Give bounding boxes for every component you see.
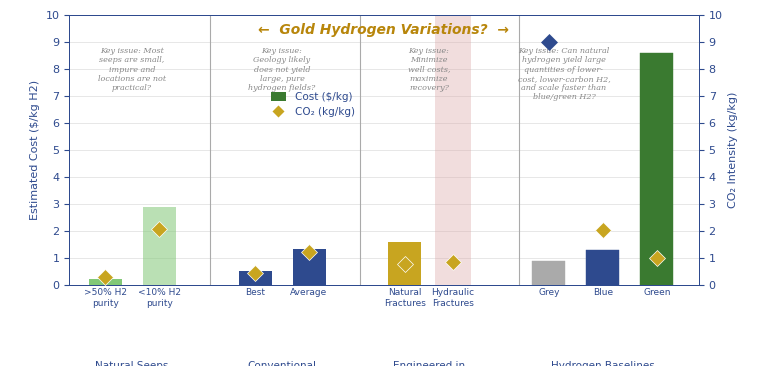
Text: Key issue:
Geology likely
does not yield
large, pure
hydrogen fields?: Key issue: Geology likely does not yield… (248, 47, 316, 92)
Bar (641, 53, 674, 285)
Bar (532, 261, 565, 285)
Text: Engineered in
Peridotites: Engineered in Peridotites (393, 361, 465, 366)
Y-axis label: Estimated Cost ($/kg H2): Estimated Cost ($/kg H2) (30, 80, 40, 220)
Bar (435, 15, 471, 285)
Text: Key issue: Can natural
hydrogen yield large
quantities of lower-
cost, lower-car: Key issue: Can natural hydrogen yield la… (518, 47, 611, 101)
Bar (143, 207, 176, 285)
Legend: Cost ($/kg), CO₂ (kg/kg): Cost ($/kg), CO₂ (kg/kg) (266, 87, 359, 122)
Text: Key issue:
Minimize
well costs,
maximize
recovery?: Key issue: Minimize well costs, maximize… (408, 47, 450, 92)
Bar (293, 249, 326, 285)
Text: Key issue: Most
seeps are small,
impure and
locations are not
practical?: Key issue: Most seeps are small, impure … (98, 47, 166, 92)
Text: Natural Seeps: Natural Seeps (95, 361, 169, 366)
Bar (88, 279, 121, 285)
Text: Conventional
Reservoirs: Conventional Reservoirs (247, 361, 316, 366)
Text: Hydrogen Baselines: Hydrogen Baselines (551, 361, 655, 366)
Y-axis label: CO₂ Intensity (kg/kg): CO₂ Intensity (kg/kg) (728, 92, 738, 208)
Bar (587, 250, 620, 285)
Bar (389, 242, 422, 285)
Bar (239, 270, 272, 285)
Text: ←  Gold Hydrogen Variations?  →: ← Gold Hydrogen Variations? → (259, 23, 509, 37)
